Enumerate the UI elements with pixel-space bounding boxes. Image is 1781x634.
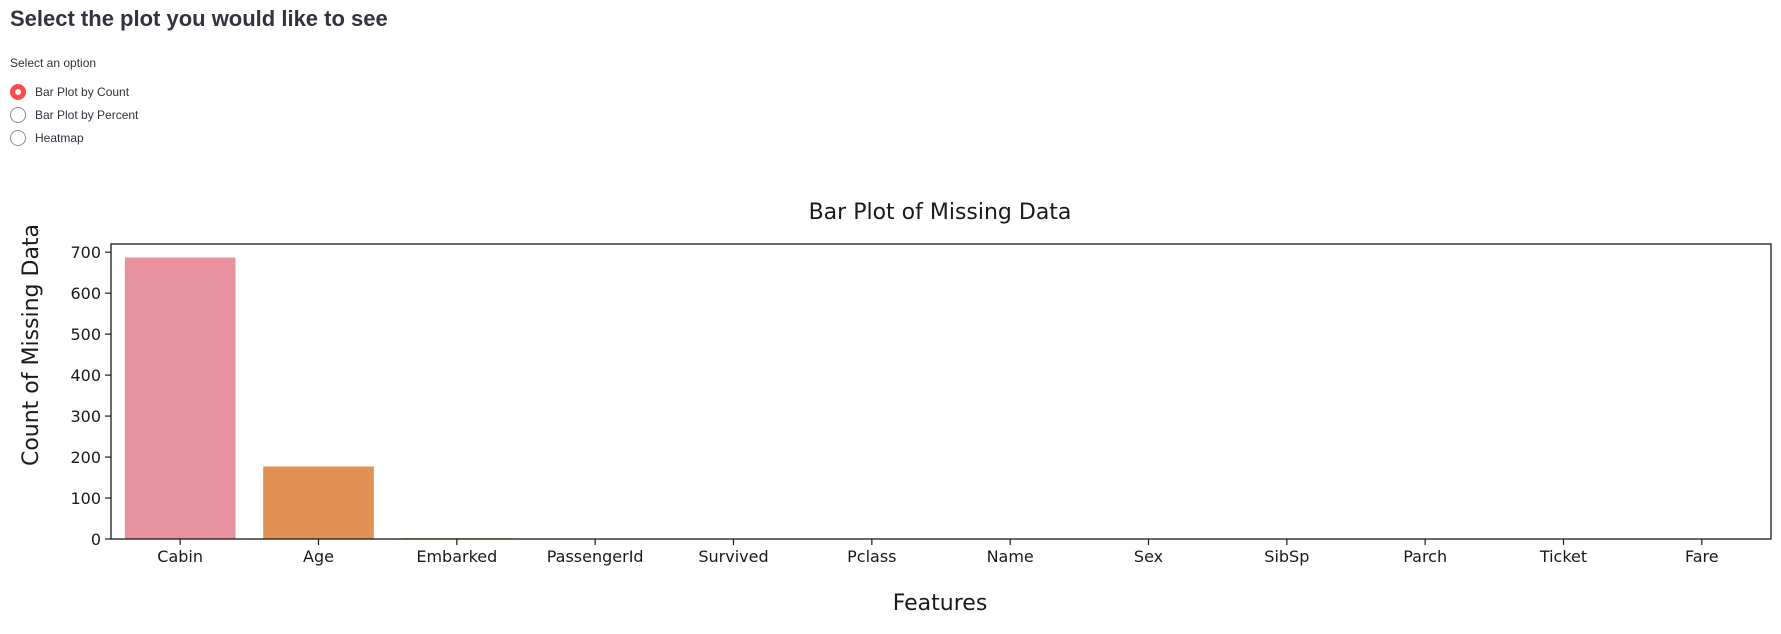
x-axis-label: Features <box>893 591 988 616</box>
x-tick-label: Cabin <box>157 547 203 566</box>
y-tick-label: 600 <box>70 284 101 303</box>
radio-group-label: Select an option <box>10 56 97 70</box>
x-tick-label: Age <box>303 547 334 566</box>
radio-option-heatmap[interactable]: Heatmap <box>10 126 138 149</box>
y-tick-label: 300 <box>70 407 101 426</box>
y-tick-label: 700 <box>70 243 101 262</box>
radio-option-bar-percent[interactable]: Bar Plot by Percent <box>10 103 138 126</box>
radio-option-label: Bar Plot by Count <box>35 84 130 99</box>
radio-unchecked-icon[interactable] <box>10 106 26 123</box>
plot-area: 0 100 200 300 400 500 600 700 Cabin Age Embarked Pa… <box>70 243 1772 566</box>
bar-cabin <box>124 257 236 539</box>
x-tick-label: Fare <box>1685 547 1719 566</box>
x-tick-label: Pclass <box>847 547 896 566</box>
bar-age <box>263 466 374 539</box>
bar-chart-svg: Bar Plot of Missing Data 0 100 200 300 400 50… <box>19 200 1772 616</box>
y-tick-label: 500 <box>70 325 101 344</box>
y-tick-label: 100 <box>70 489 101 508</box>
y-axis-label: Count of Missing Data <box>19 224 44 466</box>
y-tick-label: 0 <box>91 530 101 549</box>
radio-unchecked-icon[interactable] <box>10 129 26 146</box>
missing-data-chart: Bar Plot of Missing Data 0 100 200 300 400 50… <box>0 190 1781 630</box>
x-tick-label: Embarked <box>416 547 497 566</box>
radio-checked-icon[interactable] <box>10 83 26 100</box>
y-tick-label: 200 <box>70 448 101 467</box>
x-tick-label: Ticket <box>1539 547 1587 566</box>
x-tick-label: Sex <box>1134 547 1163 566</box>
x-tick-label: Name <box>987 547 1034 566</box>
x-tick-label: Parch <box>1403 547 1447 566</box>
plot-frame <box>110 243 1772 540</box>
x-tick-label: Survived <box>698 547 768 566</box>
chart-title: Bar Plot of Missing Data <box>809 200 1072 225</box>
plot-type-radio-group: Select an option Bar Plot by Count Bar P… <box>10 56 138 149</box>
x-tick-label: SibSp <box>1264 547 1309 566</box>
page-title: Select the plot you would like to see <box>10 6 388 31</box>
y-tick-label: 400 <box>70 366 101 385</box>
radio-option-label: Heatmap <box>35 130 84 145</box>
x-tick-label: PassengerId <box>547 547 644 566</box>
radio-option-bar-count[interactable]: Bar Plot by Count <box>10 80 138 103</box>
radio-option-label: Bar Plot by Percent <box>35 107 139 122</box>
